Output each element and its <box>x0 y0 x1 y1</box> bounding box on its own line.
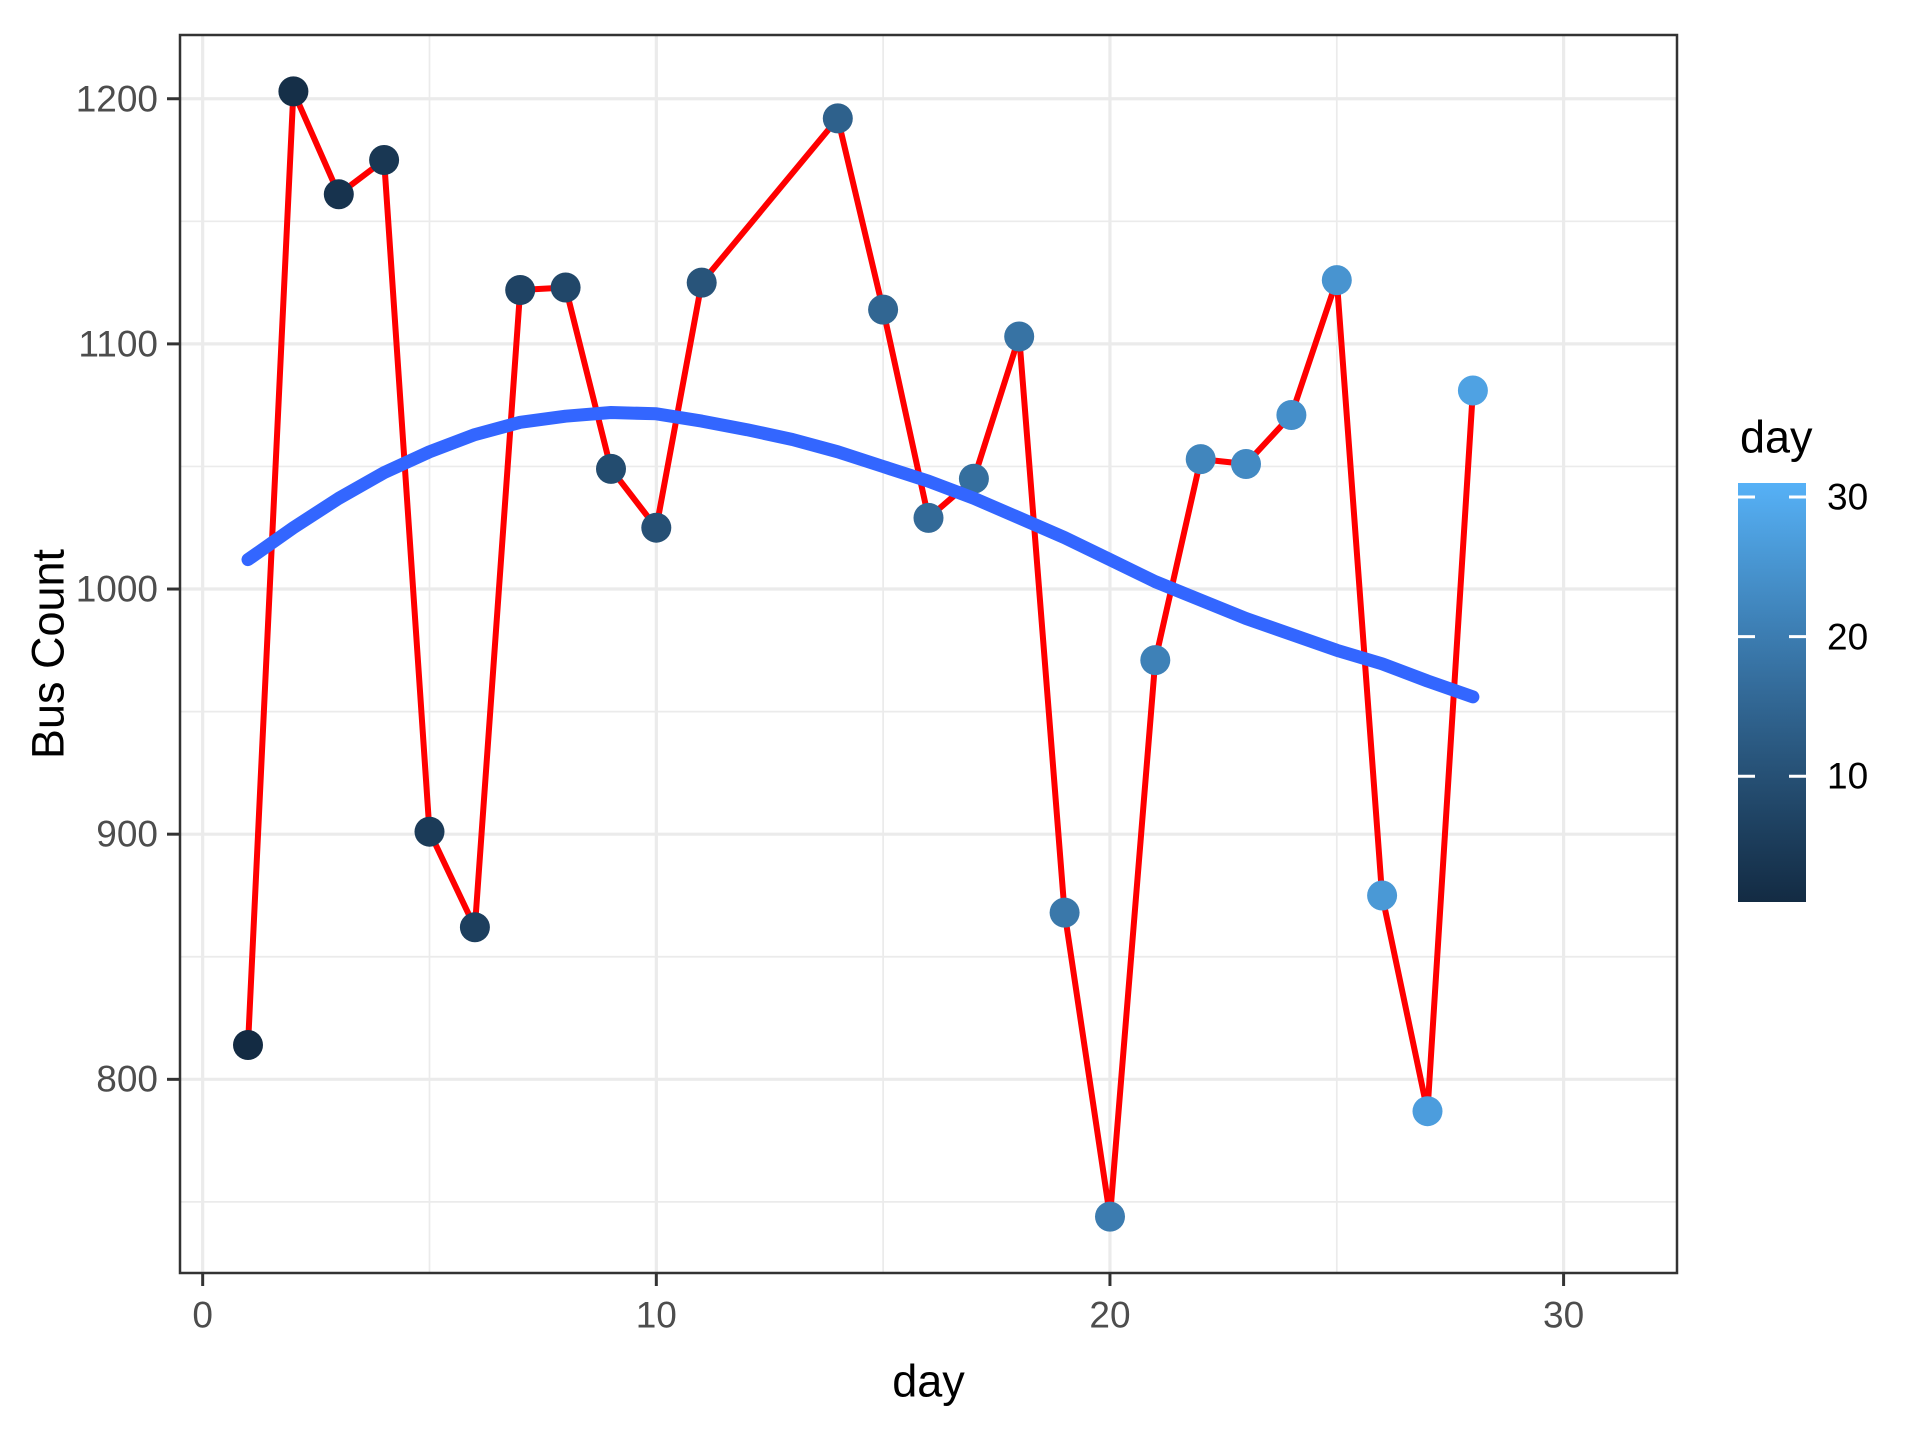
y-tick-label: 1200 <box>75 78 158 120</box>
y-tick-label: 800 <box>96 1058 158 1100</box>
data-point <box>550 272 581 303</box>
data-point <box>1321 265 1352 296</box>
data-point <box>868 294 899 325</box>
legend-tick-label: 30 <box>1827 476 1869 518</box>
data-point <box>822 103 853 134</box>
legend-tick-label: 20 <box>1827 616 1869 658</box>
data-point <box>1140 645 1171 676</box>
data-point <box>369 145 400 175</box>
x-tick-label: 0 <box>192 1294 213 1336</box>
legend-tick-label: 10 <box>1827 755 1869 797</box>
data-point <box>596 453 626 484</box>
x-axis-title: day <box>892 1355 965 1407</box>
x-tick-label: 20 <box>1089 1294 1131 1336</box>
data-point <box>1231 449 1261 479</box>
y-tick-label: 1100 <box>78 323 158 365</box>
data-point <box>913 502 944 533</box>
data-point <box>958 463 989 494</box>
legend-title: day <box>1740 411 1813 463</box>
y-axis-title: Bus Count <box>22 548 74 760</box>
legend-gradient-bar <box>1738 483 1806 902</box>
data-point <box>323 179 354 210</box>
data-point <box>1276 400 1307 430</box>
panel-border <box>178 33 1679 1275</box>
data-point <box>233 1030 263 1060</box>
data-point <box>1412 1096 1443 1127</box>
data-point <box>1457 375 1488 406</box>
data-point <box>1367 880 1398 911</box>
data-point <box>1185 444 1216 475</box>
data-point <box>1095 1201 1125 1232</box>
data-point <box>459 912 490 943</box>
data-point <box>414 816 445 847</box>
smooth-trend-line <box>241 406 1480 704</box>
data-point <box>1004 321 1035 352</box>
y-tick-label: 1000 <box>75 568 158 610</box>
x-tick-label: 10 <box>635 1294 677 1336</box>
data-point <box>641 512 672 543</box>
data-point <box>686 267 717 298</box>
y-tick-label: 900 <box>96 813 158 855</box>
x-tick-label: 30 <box>1543 1294 1585 1336</box>
data-point <box>278 76 309 107</box>
data-point <box>505 275 536 305</box>
data-point <box>1049 897 1080 928</box>
